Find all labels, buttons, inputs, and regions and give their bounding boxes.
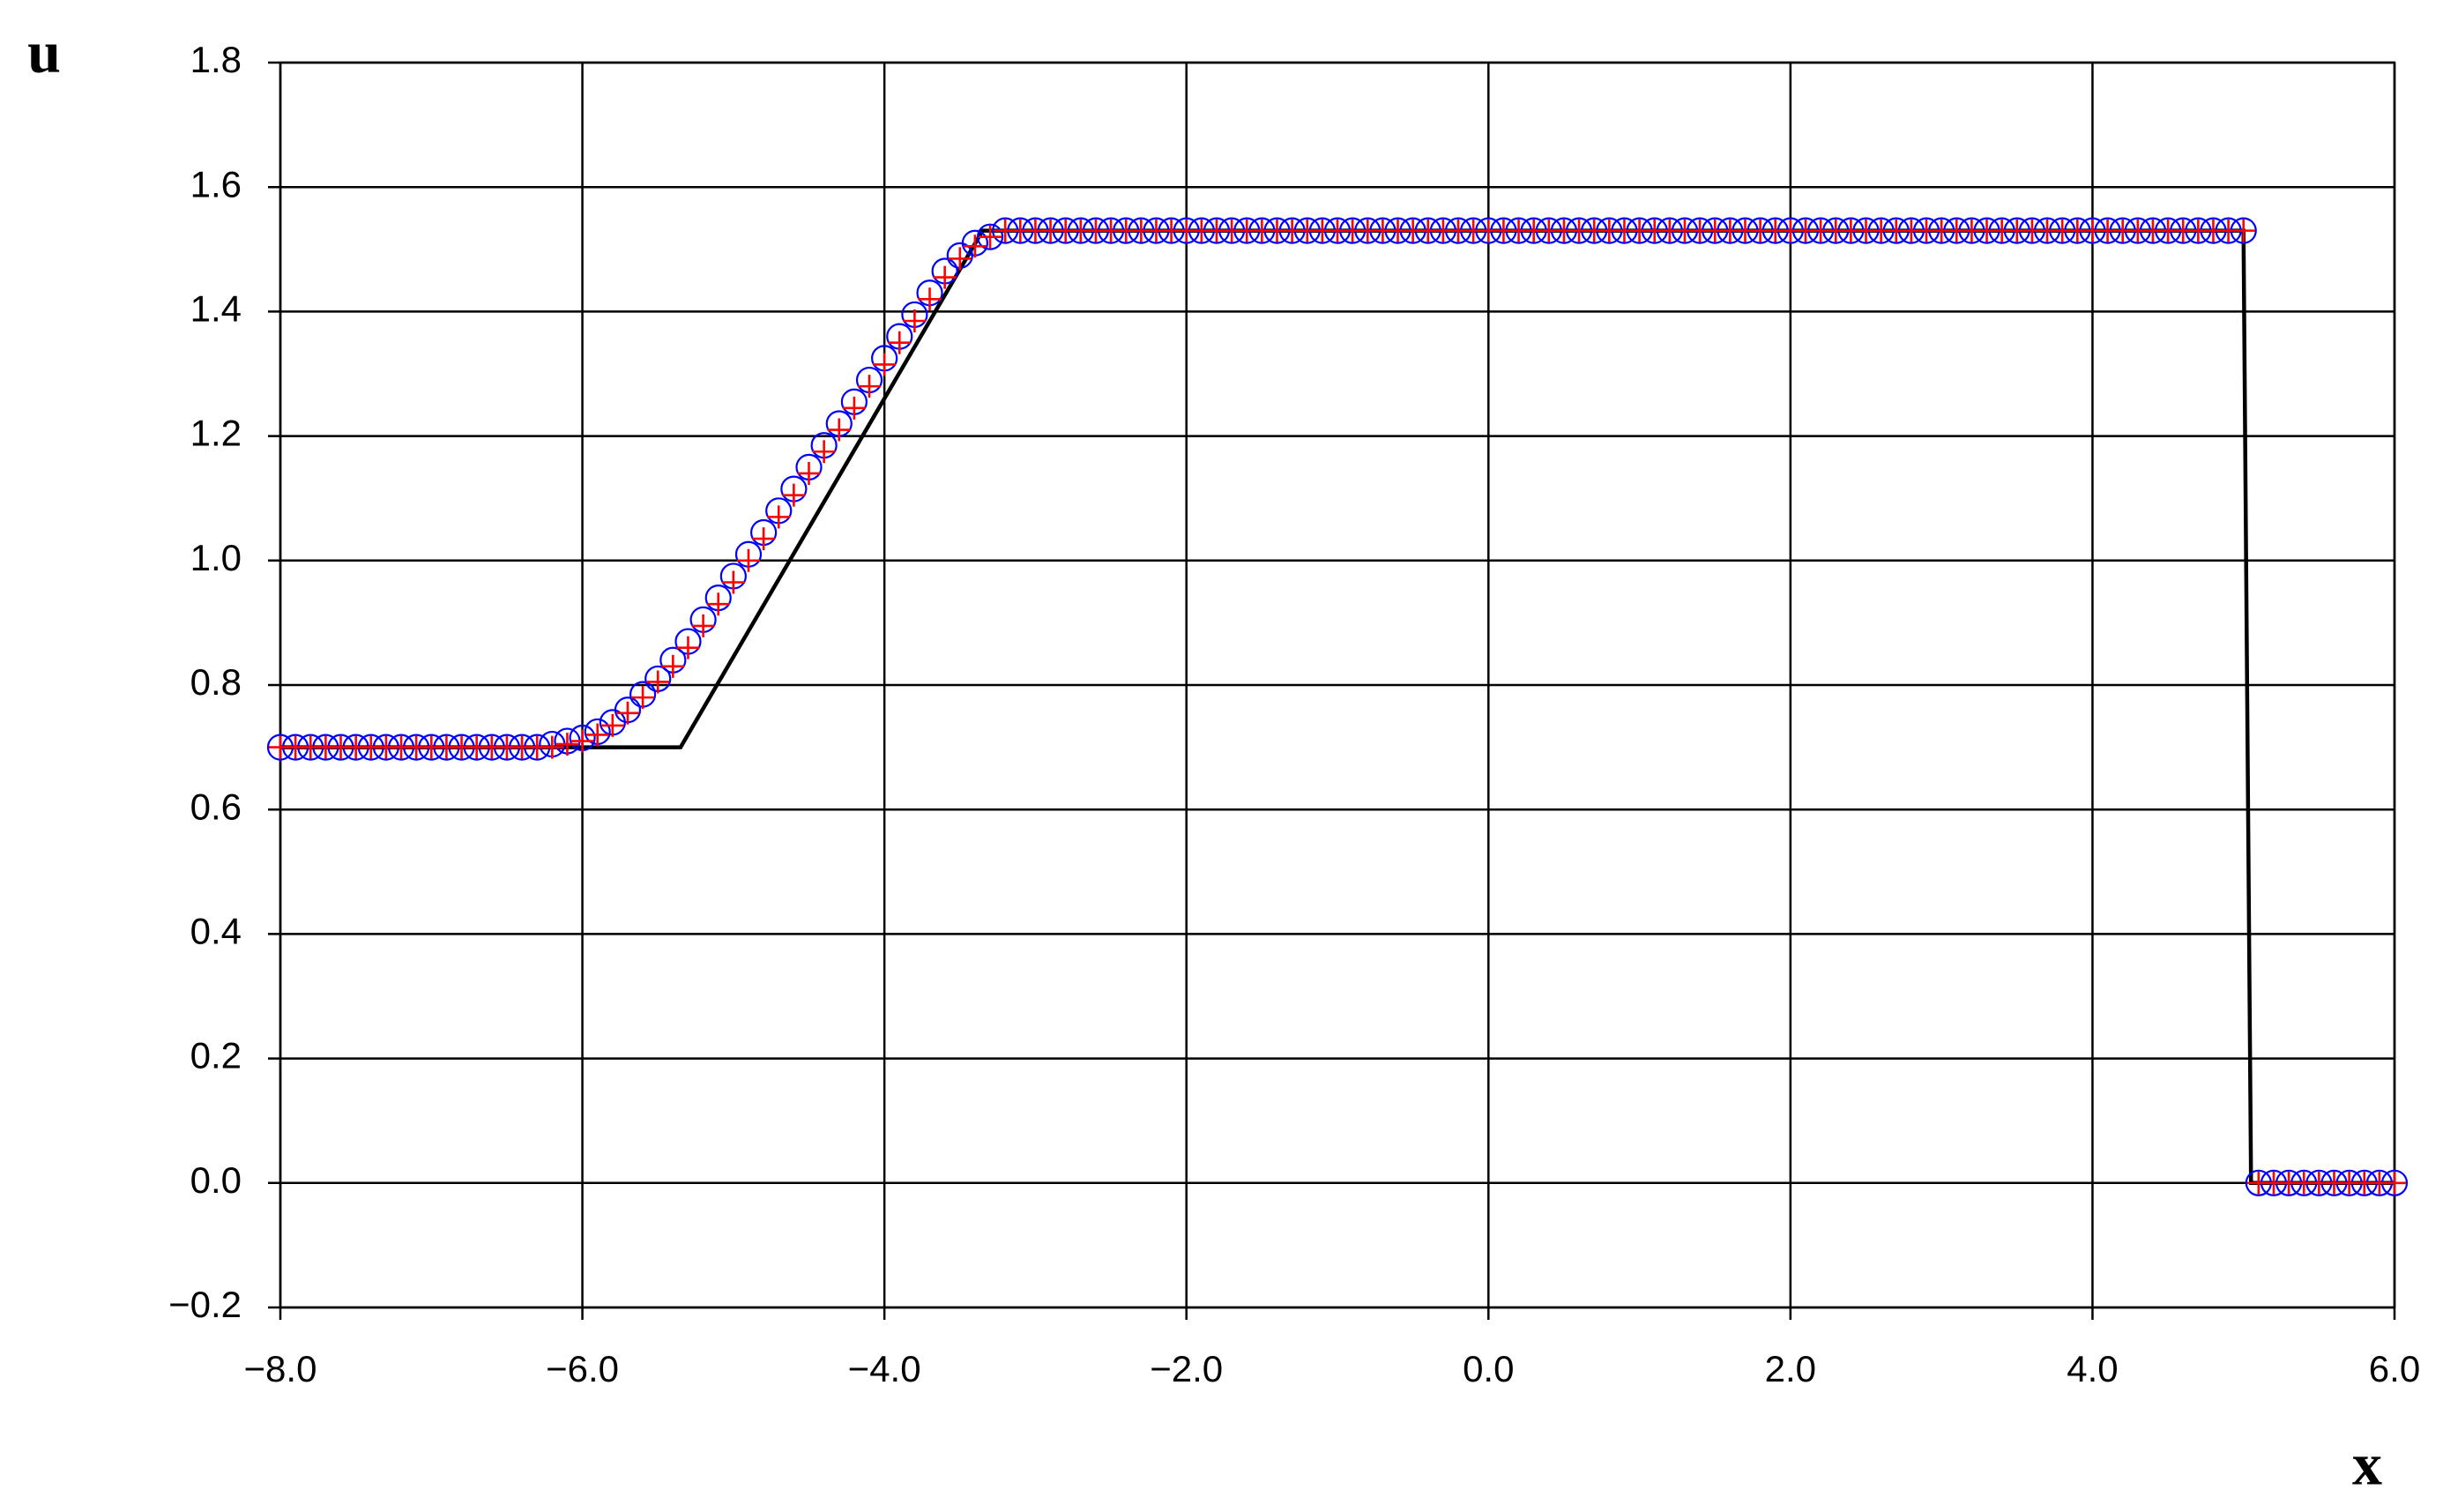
marker-cross bbox=[721, 570, 745, 594]
x-tick-label: 2.0 bbox=[1765, 1348, 1816, 1389]
marker-cross bbox=[691, 614, 715, 637]
y-tick-label: 0.4 bbox=[190, 910, 242, 951]
marker-cross bbox=[888, 331, 912, 354]
marker-cross bbox=[2383, 1171, 2406, 1195]
x-tick-label: −6.0 bbox=[546, 1348, 619, 1389]
marker-cross bbox=[615, 701, 639, 725]
y-tick-label: 1.4 bbox=[190, 287, 242, 329]
x-axis-label: x bbox=[2352, 1431, 2382, 1498]
x-tick-label: −4.0 bbox=[848, 1348, 921, 1389]
marker-cross bbox=[631, 686, 655, 710]
marker-cross bbox=[827, 418, 851, 442]
y-axis-label: u bbox=[27, 19, 61, 86]
marker-cross bbox=[600, 713, 624, 737]
marker-cross bbox=[797, 461, 821, 485]
marker-cross bbox=[752, 527, 776, 551]
marker-cross bbox=[646, 670, 670, 694]
line bbox=[280, 228, 2395, 1186]
marker-cross bbox=[948, 247, 972, 271]
y-tick-label: 1.8 bbox=[190, 39, 242, 80]
marker-cross bbox=[706, 592, 730, 616]
marker-cross bbox=[858, 375, 882, 398]
marker-cross bbox=[812, 440, 836, 464]
y-tick-label: 0.2 bbox=[190, 1035, 242, 1076]
x-tick-label: 4.0 bbox=[2067, 1348, 2118, 1389]
marker-cross bbox=[570, 729, 594, 753]
marker-cross bbox=[903, 309, 927, 332]
x-tick-label: 6.0 bbox=[2369, 1348, 2420, 1389]
x-tick-label: 0.0 bbox=[1463, 1348, 1514, 1389]
marker-cross bbox=[585, 723, 609, 747]
marker-cross bbox=[555, 733, 579, 756]
marker-cross bbox=[918, 287, 942, 311]
y-tick-label: 0.8 bbox=[190, 661, 242, 703]
marker-cross bbox=[782, 483, 806, 507]
marker-cross bbox=[661, 654, 685, 678]
marker-cross bbox=[736, 548, 760, 572]
marker-cross bbox=[979, 225, 1002, 249]
marker-cross bbox=[540, 735, 564, 759]
marker-cross bbox=[676, 636, 700, 659]
x-tick-label: −2.0 bbox=[1150, 1348, 1223, 1389]
y-tick-label: 0.6 bbox=[190, 786, 242, 827]
y-tick-label: 0.0 bbox=[190, 1159, 242, 1201]
x-tick-label: −8.0 bbox=[244, 1348, 317, 1389]
marker-cross bbox=[842, 396, 866, 420]
marker-cross bbox=[873, 353, 897, 376]
marker-cross bbox=[933, 265, 957, 289]
marker-circle bbox=[976, 223, 1004, 250]
y-tick-label: 1.6 bbox=[190, 163, 242, 205]
y-tick-label: −0.2 bbox=[168, 1284, 242, 1325]
marker-cross bbox=[767, 505, 791, 529]
y-tick-label: 1.0 bbox=[190, 537, 242, 578]
marker-cross bbox=[2231, 219, 2255, 242]
plot-frame bbox=[279, 61, 2396, 1309]
marker-cross bbox=[963, 235, 987, 258]
y-tick-label: 1.2 bbox=[190, 413, 242, 454]
